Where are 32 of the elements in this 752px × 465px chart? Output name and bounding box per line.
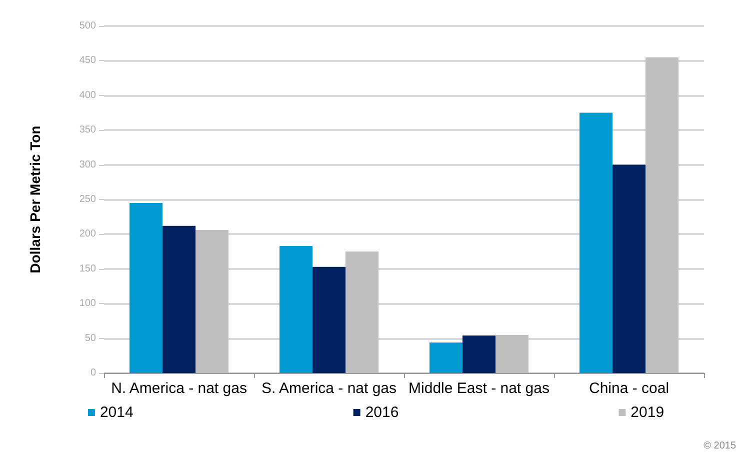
legend-label: 2019 (630, 404, 664, 421)
y-tick-label: 0 (90, 368, 96, 378)
y-tick-label: 400 (79, 90, 96, 101)
y-tick-label: 250 (79, 194, 96, 205)
y-tick-label: 150 (79, 263, 96, 274)
bar (612, 164, 646, 373)
bar (496, 334, 528, 373)
x-tick-label: N. America - nat gas (111, 380, 247, 397)
y-axis-title: Dollars Per Metric Ton (27, 126, 43, 274)
y-tick-label: 350 (79, 124, 96, 136)
y-tick-label: 500 (79, 20, 96, 32)
bar (312, 266, 346, 373)
bar (462, 336, 496, 373)
legend-label: 2014 (100, 404, 134, 421)
text: © 2015 (704, 440, 736, 452)
y-tick-label: 200 (79, 228, 96, 240)
bar (130, 202, 162, 373)
bar (646, 57, 678, 373)
bar (162, 226, 196, 373)
y-tick-label: 450 (79, 55, 96, 66)
bar (430, 342, 462, 373)
y-tick-label: 100 (79, 298, 96, 310)
bar (196, 230, 228, 373)
x-tick-label: China - coal (588, 380, 670, 397)
bar (280, 246, 312, 373)
bar (580, 112, 612, 373)
bar (346, 252, 378, 373)
legend-label: 2016 (365, 404, 399, 421)
x-tick-label: S. America - nat gas (261, 380, 397, 397)
y-tick-label: 50 (84, 332, 96, 344)
x-tick-label: Middle East - nat gas (408, 380, 550, 397)
y-tick-label: 300 (79, 159, 96, 170)
